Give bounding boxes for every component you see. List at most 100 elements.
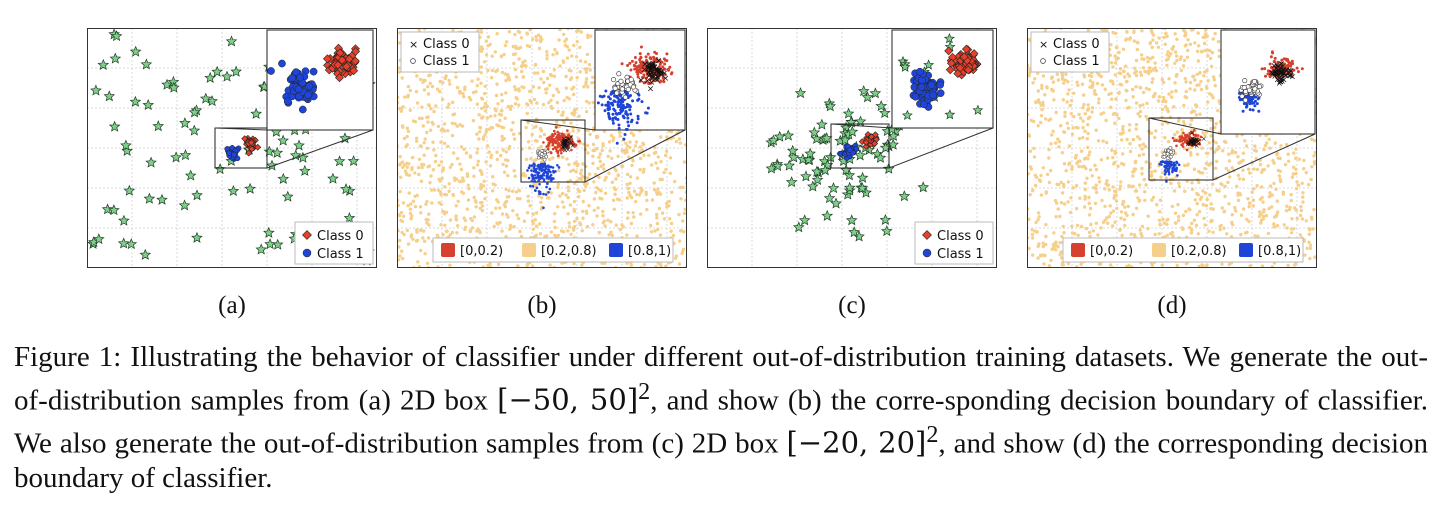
mid-point: [1239, 232, 1243, 237]
high-point: [1244, 105, 1248, 109]
low-point: [632, 64, 636, 68]
class0-cross: ×: [1191, 141, 1197, 149]
mid-point: [521, 60, 525, 65]
low-point: [1283, 64, 1287, 68]
mid-point: [1140, 29, 1144, 33]
mid-point: [530, 132, 534, 137]
high-point: [628, 108, 632, 112]
mid-point: [1300, 181, 1304, 185]
mid-point: [481, 184, 486, 188]
mid-point: [1111, 185, 1115, 189]
mid-point: [1111, 65, 1115, 69]
mid-point: [1086, 131, 1090, 136]
mid-point: [438, 89, 442, 94]
mid-point: [1063, 114, 1067, 118]
class0-point: [248, 145, 256, 153]
mid-point: [543, 234, 547, 239]
mid-point: [1310, 165, 1314, 169]
mid-point: [402, 136, 407, 141]
mid-point: [476, 147, 480, 151]
mid-point: [1154, 129, 1158, 133]
mid-point: [426, 120, 430, 124]
ood-star-point: [108, 204, 120, 216]
mid-point: [1267, 137, 1271, 141]
mid-point: [1057, 183, 1061, 187]
high-point: [527, 176, 531, 180]
mid-point: [587, 62, 592, 67]
mid-point: [1043, 253, 1047, 258]
mid-point: [1299, 208, 1303, 213]
mid-point: [1183, 95, 1187, 99]
mid-point: [1199, 87, 1204, 92]
mid-point: [1207, 229, 1211, 233]
high-point: [596, 101, 600, 105]
panel-d: × × × × × × × × × × × × × × × × × × × × × × × × × × × × × × × × × × × × × × × ×…: [1027, 28, 1317, 268]
mid-point: [476, 159, 480, 163]
mid-point: [1179, 68, 1184, 73]
ood-star-point: [875, 100, 887, 112]
mid-point: [397, 70, 402, 74]
ood-star-point: [827, 182, 840, 194]
mid-point: [1097, 97, 1101, 101]
class0-cross: ×: [646, 71, 654, 81]
high-point: [621, 108, 625, 112]
mid-point: [1275, 199, 1279, 203]
ood-star-point: [221, 70, 233, 82]
low-point: [1191, 132, 1194, 135]
mid-point: [427, 164, 432, 168]
low-point: [648, 56, 652, 60]
mid-point: [448, 263, 452, 267]
mid-point: [1192, 167, 1197, 171]
low-point: [1280, 58, 1284, 62]
mid-point: [1201, 189, 1205, 193]
mid-point: [409, 202, 413, 206]
ood-star-point: [293, 139, 305, 151]
mid-point: [1303, 253, 1307, 257]
ood-star-point: [972, 104, 984, 115]
mid-point: [494, 93, 499, 98]
mid-point: [1099, 112, 1103, 116]
mid-point: [1088, 150, 1092, 154]
mid-point: [479, 65, 483, 69]
mid-point: [400, 230, 404, 235]
decision-regions: ××××××××××××××××××××××××××××××: [526, 126, 581, 210]
mid-point: [503, 72, 507, 76]
high-point: [622, 106, 626, 110]
mid-point: [1153, 135, 1157, 140]
class0-cross: ×: [1273, 62, 1281, 72]
mid-point: [1050, 133, 1054, 137]
ood-star-point: [333, 155, 346, 167]
mid-point: [493, 183, 497, 187]
low-point: [661, 73, 665, 77]
low-point: [1260, 67, 1264, 71]
high-point: [622, 115, 626, 119]
mid-point: [1214, 166, 1218, 170]
class0-point: [871, 131, 879, 139]
mid-point: [1088, 79, 1093, 83]
high-point: [608, 97, 612, 101]
low-point: [1198, 142, 1202, 146]
bin-label-0: [0,0.2): [460, 244, 503, 259]
high-point: [622, 137, 626, 141]
class1-circle: [544, 154, 549, 159]
mid-point: [1066, 200, 1070, 204]
mid-point: [403, 169, 408, 173]
mid-point: [1201, 131, 1205, 135]
ood-star-point: [103, 90, 116, 102]
high-point: [544, 193, 548, 196]
mid-point: [1193, 41, 1197, 45]
mid-point: [1119, 216, 1123, 220]
class0-point: [963, 65, 973, 75]
mid-point: [1041, 166, 1045, 170]
mid-point: [1124, 64, 1128, 68]
mid-point: [1088, 206, 1093, 211]
mid-point: [429, 107, 433, 111]
mid-point: [1113, 54, 1117, 58]
mid-point: [575, 40, 579, 44]
mid-point: [568, 77, 573, 82]
high-point: [631, 99, 635, 103]
mid-point: [1146, 59, 1150, 64]
mid-point: [572, 161, 577, 166]
high-point: [1166, 169, 1170, 173]
